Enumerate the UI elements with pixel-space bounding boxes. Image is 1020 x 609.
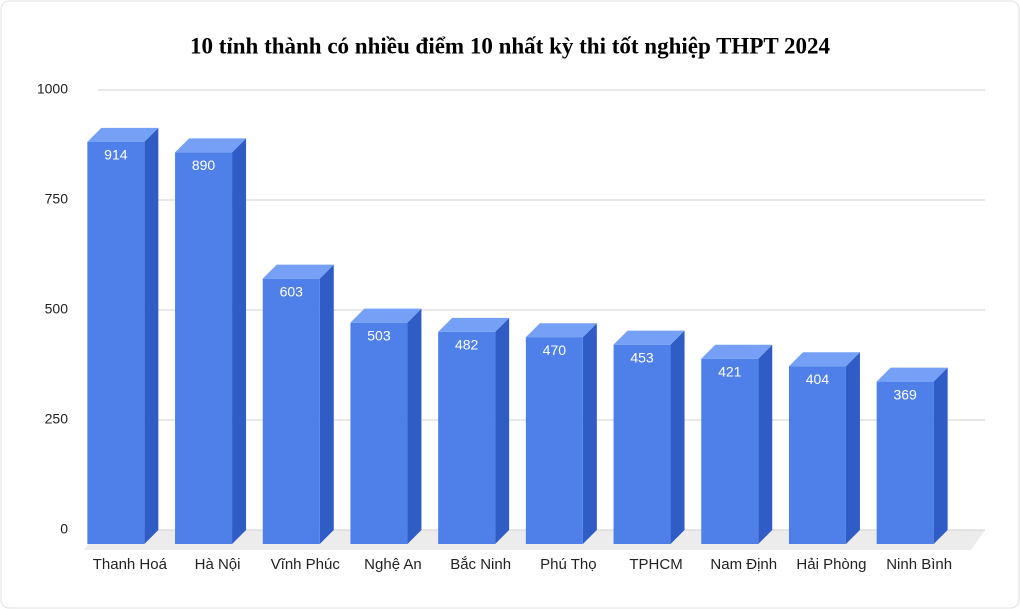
- x-tick-label: TPHCM: [629, 556, 682, 573]
- bar: [701, 358, 759, 544]
- value-label: 914: [104, 147, 128, 163]
- bar-top: [876, 367, 948, 382]
- y-tick-label: 1000: [37, 81, 68, 97]
- value-label: 421: [718, 363, 742, 379]
- bar-side: [933, 367, 948, 544]
- value-label: 603: [280, 283, 304, 299]
- value-label: 470: [543, 342, 567, 358]
- bar-top: [788, 352, 860, 367]
- x-tick-label: Vĩnh Phúc: [271, 556, 341, 573]
- bar: [87, 141, 145, 544]
- y-tick-label: 0: [60, 521, 68, 537]
- value-label: 453: [630, 349, 654, 365]
- bar-side: [319, 264, 334, 544]
- bar-side: [144, 127, 159, 544]
- bar-top: [87, 127, 159, 142]
- y-tick-label: 500: [45, 301, 69, 317]
- bar-side: [845, 352, 860, 544]
- x-tick-label: Hà Nội: [195, 556, 241, 573]
- bar-top: [525, 323, 597, 338]
- bar: [613, 344, 671, 544]
- bar-top: [175, 138, 247, 153]
- x-tick-label: Hải Phòng: [796, 556, 866, 573]
- x-tick-label: Nam Định: [710, 556, 777, 573]
- bar: [175, 152, 233, 544]
- bar-side: [407, 308, 422, 544]
- value-label: 503: [367, 327, 391, 343]
- x-tick-label: Thanh Hoá: [93, 556, 168, 573]
- bar: [350, 322, 408, 544]
- y-tick-label: 250: [45, 411, 69, 427]
- bar: [525, 337, 583, 544]
- value-label: 404: [806, 371, 830, 387]
- x-tick-label: Ninh Bình: [886, 556, 952, 573]
- bar-side: [232, 138, 247, 544]
- bar: [262, 278, 320, 544]
- chart-title: 10 tỉnh thành có nhiều điểm 10 nhất kỳ t…: [190, 33, 831, 58]
- bar-top: [613, 330, 685, 345]
- y-tick-label: 750: [45, 191, 69, 207]
- value-label: 369: [893, 386, 917, 402]
- bar-top: [350, 308, 422, 323]
- value-label: 482: [455, 337, 479, 353]
- bar-side: [495, 317, 510, 544]
- x-tick-label: Nghệ An: [364, 556, 422, 573]
- x-tick-label: Bắc Ninh: [450, 556, 511, 573]
- value-label: 890: [192, 157, 216, 173]
- bar-side: [582, 323, 597, 544]
- bar-side: [758, 344, 773, 544]
- bar: [788, 366, 846, 544]
- bar-top: [438, 317, 510, 332]
- bar: [876, 381, 934, 544]
- bar-side: [670, 330, 685, 544]
- bar: [438, 331, 496, 544]
- bar-top: [701, 344, 773, 359]
- x-tick-label: Phú Thọ: [540, 556, 596, 573]
- bar-top: [262, 264, 334, 279]
